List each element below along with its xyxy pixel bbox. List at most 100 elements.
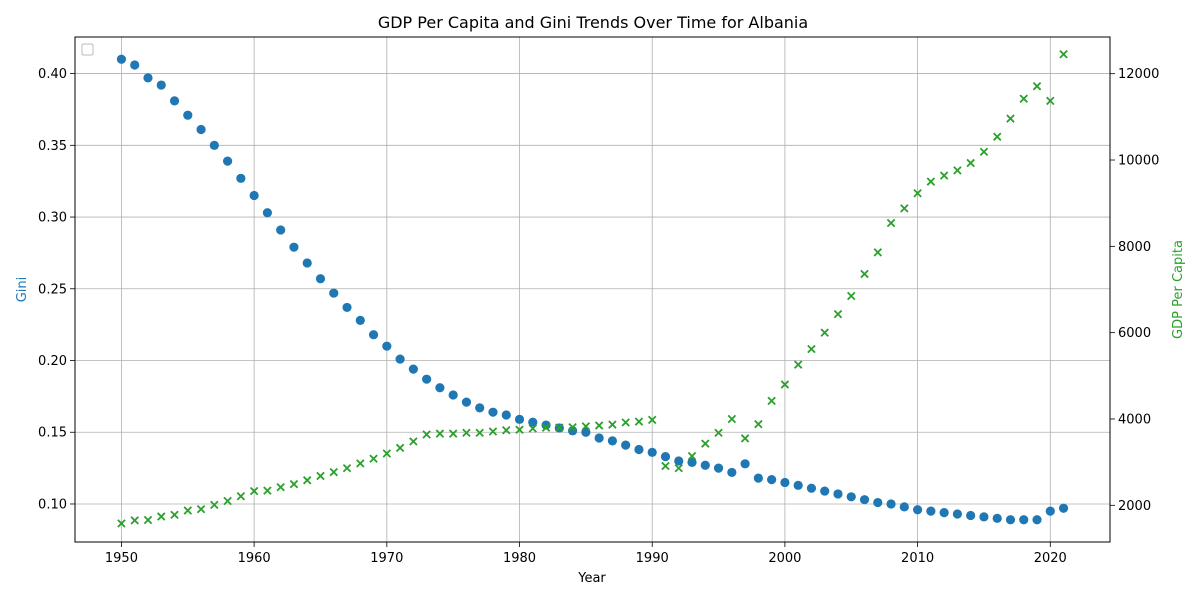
gini-point <box>169 96 180 106</box>
gdp-point <box>196 504 206 514</box>
gini-point <box>488 407 498 417</box>
gini-point <box>143 73 153 83</box>
gdp-point <box>767 396 776 406</box>
gdp-point <box>329 467 338 477</box>
gdp-point <box>979 147 989 157</box>
gdp-point <box>236 492 246 501</box>
gini-point <box>249 190 259 201</box>
gdp-point <box>820 328 829 337</box>
gini-point <box>329 288 339 298</box>
gdp-point <box>608 420 617 429</box>
y-right-tick-label: 10000 <box>1118 154 1159 169</box>
y-left-tick-label: 0.20 <box>38 354 67 369</box>
gini-point <box>541 420 551 430</box>
gdp-point <box>1046 96 1055 106</box>
gini-point <box>806 483 817 493</box>
y-right-tick-label: 4000 <box>1118 412 1151 427</box>
gdp-point <box>754 419 763 429</box>
gdp-point <box>873 248 883 257</box>
gdp-point <box>210 500 219 510</box>
gdp-series <box>117 50 1068 528</box>
gdp-point <box>807 344 816 354</box>
x-tick-label: 2010 <box>901 551 934 566</box>
gdp-point <box>130 516 139 525</box>
gini-point <box>793 480 803 490</box>
y-left-tick-label: 0.15 <box>38 426 67 441</box>
gini-point <box>209 140 219 150</box>
gini-point <box>581 427 591 437</box>
gdp-point <box>661 461 670 471</box>
x-tick-label: 2000 <box>768 551 801 566</box>
x-tick-label: 1990 <box>636 551 669 566</box>
gdp-point <box>714 428 723 438</box>
gini-point <box>833 489 843 499</box>
gdp-point <box>157 512 166 521</box>
gini-point <box>276 225 286 235</box>
gdp-point <box>913 189 922 198</box>
gdp-point <box>488 427 498 436</box>
gini-point <box>435 383 445 393</box>
gdp-point <box>356 459 365 468</box>
gini-point <box>621 440 631 450</box>
gdp-point <box>966 158 975 168</box>
gdp-point <box>528 424 538 433</box>
gdp-point <box>1006 114 1015 123</box>
gdp-point <box>117 519 126 528</box>
gdp-point <box>939 171 949 180</box>
y-left-tick-label: 0.10 <box>38 497 67 512</box>
x-axis-ticks: 1950 1960 1970 1980 1990 2000 2010 2020 <box>105 542 1067 566</box>
gini-point <box>1045 506 1055 516</box>
gdp-point <box>740 434 750 443</box>
gdp-point <box>594 421 604 430</box>
gini-point <box>1058 503 1069 513</box>
gdp-point <box>170 510 179 520</box>
gini-point <box>886 499 896 509</box>
gini-point <box>222 156 233 166</box>
gdp-point <box>395 443 405 453</box>
gini-point <box>740 459 750 469</box>
gdp-point <box>276 482 285 492</box>
y-right-tick-label: 6000 <box>1118 326 1151 341</box>
gini-point <box>368 330 379 340</box>
gdp-point <box>674 463 683 473</box>
gini-point <box>647 447 657 457</box>
gdp-point <box>183 506 193 515</box>
gdp-point <box>448 429 458 438</box>
y-left-tick-label: 0.30 <box>38 211 67 226</box>
gini-point <box>992 513 1002 523</box>
gdp-point <box>621 418 630 427</box>
gdp-point <box>568 422 577 432</box>
x-axis-label: Year <box>577 571 606 586</box>
gini-point <box>422 374 432 384</box>
legend-box <box>81 43 94 56</box>
gdp-point <box>342 463 352 473</box>
gini-point <box>952 509 963 519</box>
gdp-point <box>581 422 591 431</box>
gini-point <box>820 486 830 496</box>
gdp-point <box>833 309 843 319</box>
gini-point <box>660 452 671 462</box>
gini-point <box>912 505 923 515</box>
gini-point <box>501 410 511 420</box>
gdp-point <box>143 515 153 525</box>
gini-point <box>727 467 737 478</box>
gdp-point <box>701 439 710 448</box>
gdp-point <box>992 132 1002 141</box>
gini-point <box>395 354 405 364</box>
gini-point <box>594 433 604 443</box>
gdp-point <box>263 486 272 495</box>
y-left-axis-label: Gini <box>15 277 30 303</box>
gini-point <box>183 110 193 120</box>
gini-point <box>780 477 790 488</box>
gini-point <box>700 460 710 470</box>
gini-point <box>262 208 273 218</box>
y-right-axis-ticks: 2000 4000 6000 8000 10000 12000 <box>1110 67 1159 514</box>
gdp-point <box>316 471 325 481</box>
gini-point <box>116 54 127 64</box>
x-tick-label: 1950 <box>105 551 138 566</box>
gini-point <box>130 60 140 70</box>
gini-point <box>461 397 472 407</box>
gini-point <box>448 390 458 400</box>
gini-point <box>475 403 485 413</box>
y-left-tick-label: 0.35 <box>38 139 67 154</box>
